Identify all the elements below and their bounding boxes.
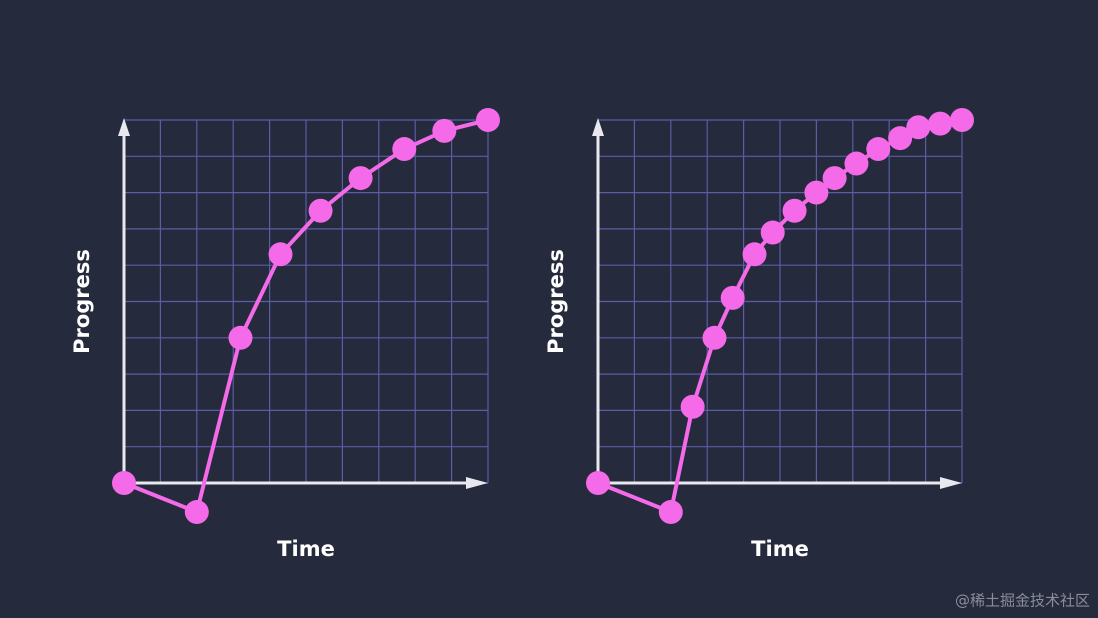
data-point <box>432 118 457 143</box>
data-point <box>268 242 293 267</box>
data-point <box>782 198 807 223</box>
data-point <box>760 220 785 245</box>
data-point <box>742 242 767 267</box>
data-point <box>308 198 333 223</box>
x-axis-arrow <box>940 477 962 489</box>
x-axis-label: Time <box>751 537 809 561</box>
y-axis-arrow <box>592 118 604 136</box>
data-point <box>476 108 500 132</box>
chart: Time Progress <box>544 108 974 561</box>
data-point <box>950 108 974 132</box>
data-point <box>112 471 136 495</box>
y-axis-arrow <box>118 118 130 136</box>
data-point <box>586 471 610 495</box>
data-point <box>844 151 869 176</box>
x-axis-arrow <box>466 477 488 489</box>
chart: Time Progress <box>70 108 500 561</box>
data-point <box>702 325 727 350</box>
data-point <box>392 137 417 162</box>
watermark: @稀土掘金技术社区 <box>955 592 1090 610</box>
x-axis-label: Time <box>277 537 335 561</box>
data-point <box>228 325 253 350</box>
data-point <box>866 137 891 162</box>
data-point <box>888 126 913 151</box>
data-point <box>720 285 745 310</box>
data-point <box>348 166 373 191</box>
data-point <box>928 111 953 136</box>
data-point <box>184 500 209 525</box>
data-point <box>804 180 829 205</box>
data-point <box>680 394 705 419</box>
data-point <box>906 115 931 140</box>
y-axis-label: Progress <box>544 249 568 354</box>
data-point <box>822 166 847 191</box>
data-point <box>658 500 683 525</box>
y-axis-label: Progress <box>70 249 94 354</box>
